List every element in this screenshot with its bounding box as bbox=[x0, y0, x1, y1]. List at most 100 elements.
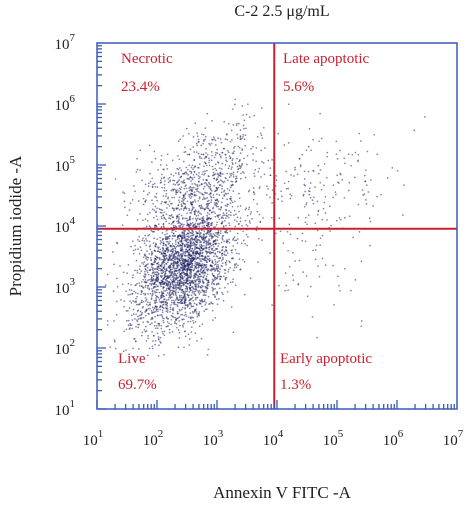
data-point bbox=[155, 210, 158, 213]
data-point bbox=[198, 239, 201, 242]
data-point bbox=[191, 244, 194, 247]
data-point bbox=[211, 139, 214, 141]
data-point bbox=[191, 262, 194, 265]
data-point bbox=[175, 288, 178, 291]
data-point bbox=[168, 288, 171, 291]
data-point bbox=[194, 194, 196, 197]
data-point bbox=[202, 272, 204, 275]
data-point bbox=[184, 172, 186, 174]
data-point bbox=[175, 251, 178, 254]
data-point bbox=[199, 273, 201, 276]
data-point bbox=[192, 312, 194, 314]
data-point bbox=[144, 273, 146, 275]
data-point bbox=[158, 298, 161, 301]
data-point bbox=[183, 314, 186, 317]
data-point bbox=[203, 268, 206, 270]
data-point bbox=[299, 165, 302, 168]
data-point bbox=[209, 185, 212, 188]
data-point bbox=[208, 233, 210, 235]
data-point bbox=[196, 315, 199, 318]
data-point bbox=[232, 269, 235, 272]
data-point bbox=[136, 219, 139, 221]
data-point bbox=[187, 256, 190, 259]
data-point bbox=[199, 299, 201, 302]
data-point bbox=[138, 303, 141, 306]
data-point bbox=[178, 271, 181, 273]
data-point bbox=[263, 173, 266, 176]
data-point bbox=[149, 269, 151, 272]
data-point bbox=[177, 140, 180, 142]
data-point bbox=[205, 302, 207, 304]
data-point bbox=[200, 157, 203, 160]
data-point bbox=[198, 212, 201, 214]
data-point bbox=[142, 197, 145, 200]
data-point bbox=[210, 237, 213, 240]
data-point bbox=[190, 195, 193, 198]
data-point bbox=[157, 355, 160, 357]
data-point bbox=[154, 301, 156, 304]
data-point bbox=[193, 151, 195, 153]
data-point bbox=[175, 245, 178, 248]
data-point bbox=[186, 235, 189, 238]
data-point bbox=[153, 237, 156, 240]
data-point bbox=[191, 177, 193, 179]
data-point bbox=[236, 238, 239, 240]
data-point bbox=[200, 249, 202, 252]
data-point bbox=[312, 170, 315, 172]
data-point bbox=[233, 209, 236, 212]
data-point bbox=[149, 303, 151, 306]
data-point bbox=[203, 234, 205, 237]
data-point bbox=[202, 196, 205, 199]
data-point bbox=[168, 176, 171, 179]
data-point bbox=[174, 258, 177, 260]
data-point bbox=[369, 220, 372, 223]
data-point bbox=[235, 122, 238, 125]
data-point bbox=[169, 294, 171, 297]
data-point bbox=[214, 260, 217, 263]
quadrant-necrotic-percent: 23.4% bbox=[121, 79, 160, 95]
data-point bbox=[177, 168, 180, 171]
data-point bbox=[196, 135, 199, 138]
data-point bbox=[312, 249, 314, 252]
data-point bbox=[170, 314, 173, 317]
data-point bbox=[151, 230, 154, 233]
data-point bbox=[195, 288, 197, 290]
data-point bbox=[146, 309, 148, 311]
data-point bbox=[200, 243, 203, 246]
data-point bbox=[138, 284, 141, 287]
data-point bbox=[215, 169, 218, 172]
data-point bbox=[155, 288, 158, 291]
data-point bbox=[155, 196, 158, 199]
data-point bbox=[186, 246, 189, 248]
data-point bbox=[296, 237, 299, 240]
data-point bbox=[169, 310, 171, 313]
data-point bbox=[186, 262, 189, 265]
data-point bbox=[130, 314, 133, 317]
data-point bbox=[228, 197, 231, 200]
data-point bbox=[184, 217, 186, 220]
data-point bbox=[230, 306, 233, 308]
data-point bbox=[194, 281, 197, 283]
data-point bbox=[194, 188, 197, 191]
data-point bbox=[225, 212, 228, 214]
data-point bbox=[217, 176, 219, 178]
data-point bbox=[307, 190, 310, 192]
data-point bbox=[226, 252, 229, 254]
data-point bbox=[166, 280, 169, 282]
data-point bbox=[166, 307, 169, 310]
data-point bbox=[192, 251, 194, 254]
data-point bbox=[213, 210, 215, 213]
data-point bbox=[194, 200, 197, 203]
data-point bbox=[285, 187, 288, 190]
data-point bbox=[147, 220, 149, 222]
data-point bbox=[163, 189, 166, 192]
data-point bbox=[187, 236, 190, 239]
data-point bbox=[217, 186, 220, 189]
data-point bbox=[191, 291, 194, 294]
data-point bbox=[269, 174, 272, 177]
data-point bbox=[271, 202, 273, 204]
data-point bbox=[195, 252, 198, 255]
data-point bbox=[162, 260, 165, 263]
data-point bbox=[185, 233, 188, 236]
data-point bbox=[174, 299, 177, 301]
